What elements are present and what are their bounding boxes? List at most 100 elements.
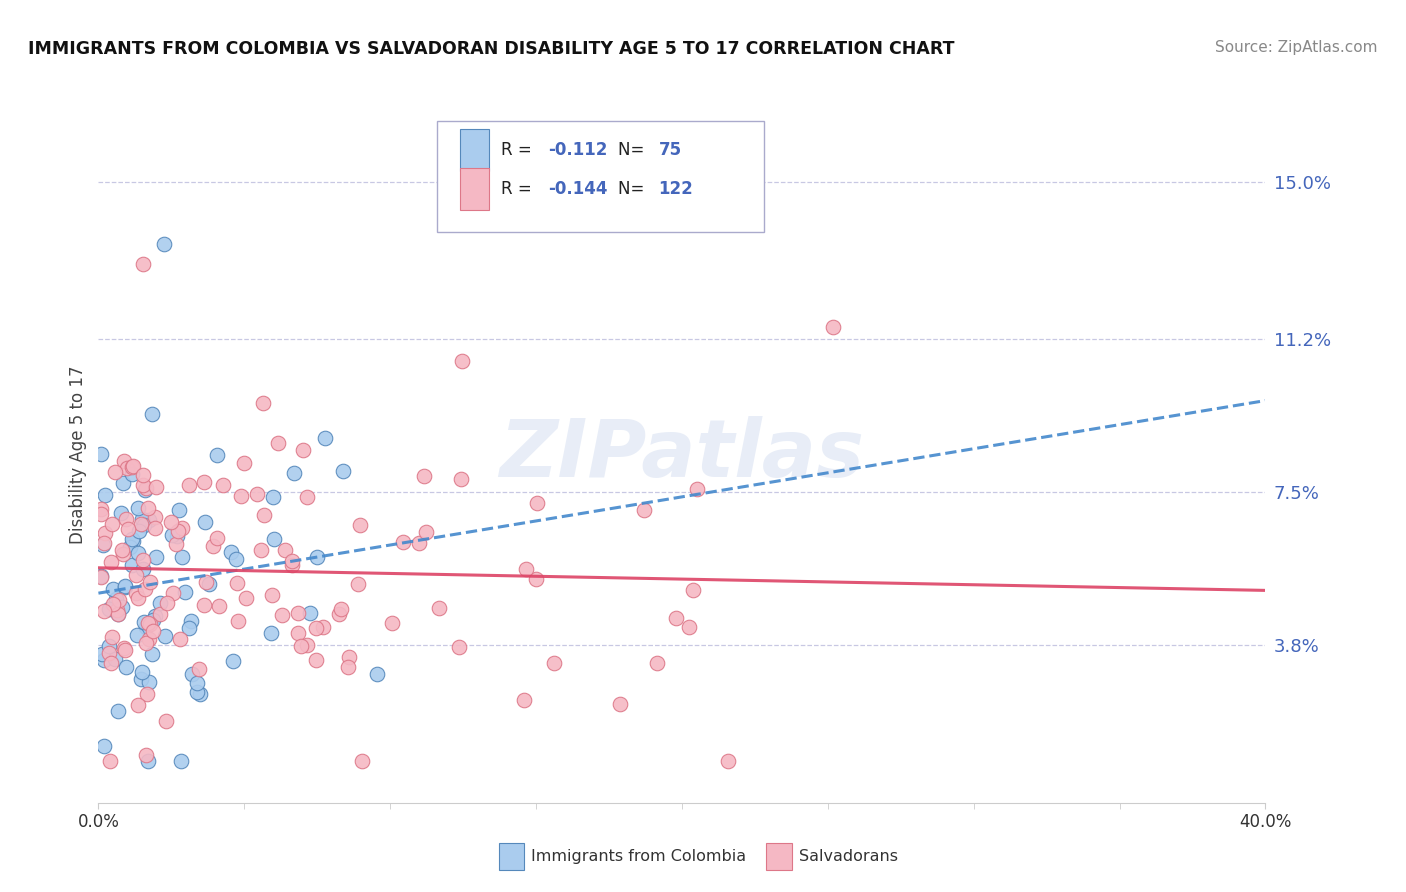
Y-axis label: Disability Age 5 to 17: Disability Age 5 to 17: [69, 366, 87, 544]
Point: [115, 660, 138, 674]
Point: [111, 542, 134, 557]
Point: [135, 635, 157, 649]
Point: [222, 654, 245, 668]
Point: [98, 755, 121, 769]
Point: [263, 532, 285, 546]
Point: [162, 586, 184, 600]
Point: [122, 533, 145, 548]
Point: [337, 649, 360, 664]
Point: [415, 525, 437, 540]
Point: [93, 653, 115, 667]
Point: [526, 496, 548, 510]
Point: [97, 602, 120, 616]
Point: [100, 555, 122, 569]
Point: [105, 603, 128, 617]
Point: [155, 714, 177, 728]
Point: [305, 652, 328, 666]
Point: [328, 607, 350, 621]
Point: [262, 588, 284, 602]
Point: [121, 532, 143, 546]
Point: [104, 465, 127, 479]
Point: [121, 558, 143, 572]
Point: [138, 674, 160, 689]
Point: [153, 236, 176, 251]
Point: [97, 640, 120, 654]
Point: [186, 675, 208, 690]
Point: [127, 591, 149, 606]
Point: [281, 558, 304, 572]
Point: [451, 354, 474, 368]
Point: [262, 490, 284, 504]
Point: [100, 630, 122, 644]
Point: [299, 606, 322, 620]
Point: [114, 579, 136, 593]
Point: [229, 489, 252, 503]
Point: [136, 687, 159, 701]
Point: [101, 582, 124, 597]
Point: [112, 454, 135, 468]
Point: [253, 508, 276, 522]
Point: [135, 747, 157, 762]
Point: [246, 487, 269, 501]
Point: [127, 628, 149, 642]
Point: [188, 687, 211, 701]
Point: [314, 431, 336, 445]
Point: [366, 666, 388, 681]
Point: [165, 537, 187, 551]
Point: [124, 585, 146, 599]
Point: [235, 591, 257, 606]
Point: [281, 554, 304, 568]
Point: [155, 629, 177, 643]
Point: [226, 614, 249, 628]
Point: [149, 607, 172, 621]
Text: R =: R =: [501, 180, 537, 198]
Point: [110, 506, 132, 520]
Point: [515, 562, 537, 576]
Point: [107, 607, 129, 621]
Point: [142, 624, 165, 638]
Point: [226, 575, 249, 590]
Point: [90, 568, 112, 582]
Point: [90, 447, 112, 461]
Point: [271, 607, 294, 622]
Point: [170, 755, 193, 769]
Point: [329, 602, 352, 616]
Text: IMMIGRANTS FROM COLOMBIA VS SALVADORAN DISABILITY AGE 5 TO 17 CORRELATION CHART: IMMIGRANTS FROM COLOMBIA VS SALVADORAN D…: [28, 40, 955, 58]
Point: [174, 585, 197, 599]
Point: [167, 503, 190, 517]
Point: [166, 529, 188, 543]
Point: [93, 604, 115, 618]
Point: [160, 515, 183, 529]
Point: [287, 606, 309, 620]
Point: [633, 503, 655, 517]
Point: [267, 435, 290, 450]
Point: [193, 598, 215, 612]
Point: [93, 538, 115, 552]
Point: [180, 614, 202, 628]
Point: [94, 488, 117, 502]
Text: ZIPatlas: ZIPatlas: [499, 416, 865, 494]
Point: [107, 704, 129, 718]
FancyBboxPatch shape: [437, 121, 763, 232]
Point: [129, 672, 152, 686]
Point: [121, 459, 143, 474]
Text: N=: N=: [617, 141, 650, 159]
Point: [290, 639, 312, 653]
Point: [450, 472, 472, 486]
Text: Source: ZipAtlas.com: Source: ZipAtlas.com: [1215, 40, 1378, 55]
Point: [131, 512, 153, 526]
Point: [100, 657, 122, 671]
Point: [145, 549, 167, 564]
Point: [249, 543, 271, 558]
Point: [198, 577, 221, 591]
Point: [181, 666, 204, 681]
Point: [307, 550, 329, 565]
Point: [408, 536, 430, 550]
Point: [127, 546, 149, 560]
Point: [136, 501, 159, 516]
Point: [194, 515, 217, 529]
Point: [114, 643, 136, 657]
Point: [349, 517, 371, 532]
Point: [132, 467, 155, 482]
Point: [93, 536, 115, 550]
